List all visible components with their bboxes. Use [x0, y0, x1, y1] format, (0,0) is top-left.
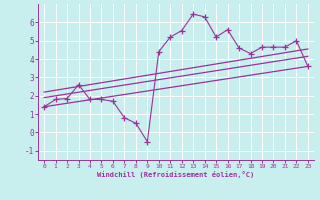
X-axis label: Windchill (Refroidissement éolien,°C): Windchill (Refroidissement éolien,°C): [97, 171, 255, 178]
